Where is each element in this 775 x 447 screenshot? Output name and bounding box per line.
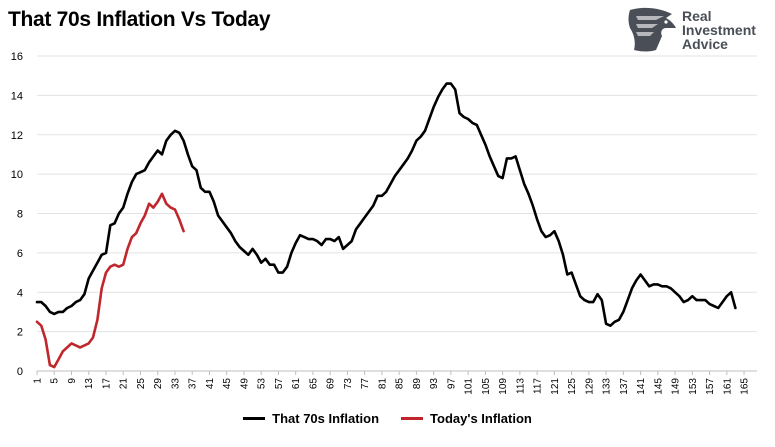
x-tick-label-37: 149 [671,378,682,395]
x-tick-label-28: 113 [515,378,526,394]
x-tick-label-33: 133 [602,378,613,395]
x-tick-label-11: 45 [222,378,233,390]
x-tick-label-18: 73 [343,378,354,390]
x-tick-label-34: 137 [619,378,630,395]
x-tick-label-23: 93 [429,378,440,390]
x-tick-label-4: 17 [101,378,112,390]
legend-label-today: Today's Inflation [430,411,532,426]
logo: Real Investment Advice [626,6,766,58]
x-tick-label-35: 141 [636,378,647,395]
x-tick-label-38: 153 [688,378,699,395]
legend-swatch-70s [243,417,266,420]
y-tick-label-4: 8 [17,209,23,221]
x-tick-label-30: 121 [550,378,561,395]
legend-item-70s: That 70s Inflation [243,411,379,426]
x-tick-label-20: 81 [377,378,388,390]
x-tick-label-16: 65 [308,378,319,390]
x-tick-label-15: 61 [291,378,302,390]
legend-item-today: Today's Inflation [401,411,532,426]
x-tick-label-0: 1 [33,378,44,384]
y-tick-label-0: 0 [17,366,23,378]
series-lines [35,82,737,369]
series-line-0 [35,82,737,327]
y-tick-label-7: 14 [11,90,23,102]
x-tick-label-39: 157 [705,378,716,395]
x-tick-label-13: 53 [257,378,268,390]
x-tick-label-27: 109 [498,378,509,395]
x-tick-label-32: 129 [584,378,595,395]
x-tick-label-40: 161 [722,378,733,395]
x-tick-label-3: 13 [84,378,95,390]
x-tick-label-31: 125 [567,378,578,395]
x-tick-label-8: 33 [170,378,181,390]
chart-title: That 70s Inflation Vs Today [8,8,271,31]
x-tick-label-10: 41 [205,378,216,390]
x-tick-label-24: 97 [446,378,457,390]
x-tick-label-25: 101 [464,378,475,395]
legend: That 70s Inflation Today's Inflation [0,411,775,426]
x-tick-label-12: 49 [239,378,250,390]
x-tick-label-29: 117 [533,378,544,394]
x-tick-label-2: 9 [67,378,78,384]
x-tick-label-19: 77 [360,378,371,390]
series-line-1 [35,192,185,369]
x-tick-label-26: 105 [481,378,492,395]
y-tick-label-6: 12 [11,130,23,142]
eagle-head-icon [628,7,676,52]
legend-label-70s: That 70s Inflation [272,411,380,426]
x-tick-label-14: 57 [274,378,285,390]
x-tick-label-17: 69 [326,378,337,390]
x-axis: 1 5 9 13 17 21 25 29 33 37 41 45 49 53 57 61 65 69 73 77 81 8… [33,371,751,395]
y-tick-label-2: 4 [17,287,23,299]
legend-swatch-today [401,417,424,420]
logo-line-3: Advice [682,36,728,52]
x-tick-label-6: 25 [136,378,147,390]
x-tick-label-7: 29 [153,378,164,390]
y-tick-label-1: 2 [17,327,23,339]
x-tick-label-22: 89 [412,378,423,390]
x-tick-label-21: 85 [395,378,406,390]
x-tick-label-41: 165 [740,378,751,395]
x-tick-label-1: 5 [50,378,61,384]
logo-line-2: Investment [682,22,756,38]
y-tick-label-3: 6 [17,248,23,260]
x-tick-label-36: 145 [653,378,664,395]
y-tick-label-8: 16 [11,51,23,63]
logo-line-1: Real [682,8,712,24]
x-tick-label-5: 21 [119,378,130,390]
y-tick-label-5: 10 [11,169,23,181]
y-axis: 0 2 4 6 8 10 12 14 16 [11,51,23,378]
x-tick-label-9: 37 [188,378,199,390]
